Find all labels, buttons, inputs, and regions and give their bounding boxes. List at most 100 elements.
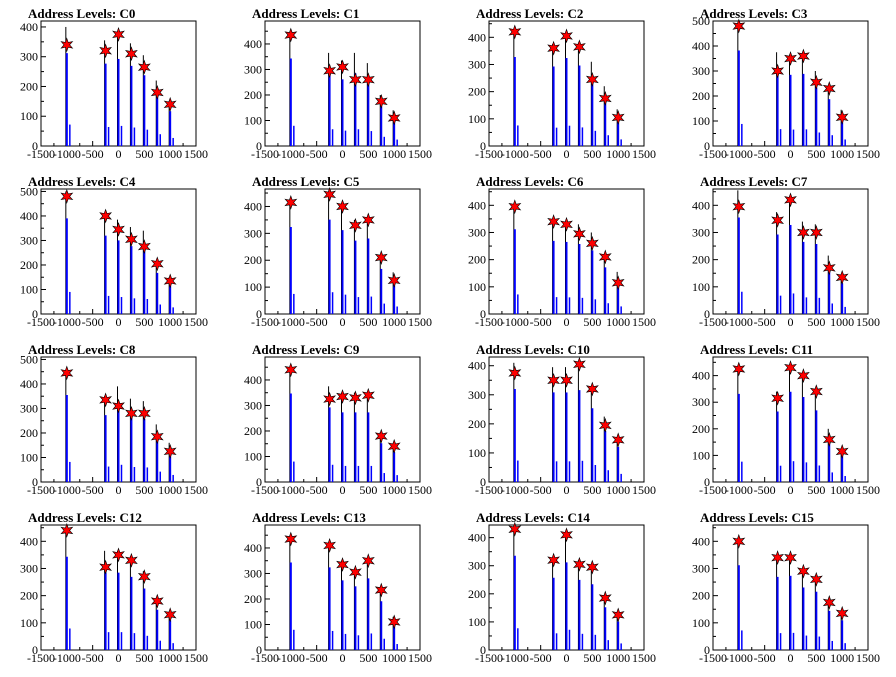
panel-title: Address Levels: C6 (476, 174, 584, 189)
x-tick-label: 1500 (632, 147, 656, 161)
peak-marker (835, 605, 849, 621)
y-tick-label: 400 (20, 20, 38, 34)
y-tick-label: 200 (692, 89, 710, 103)
y-tick-label: 200 (244, 253, 262, 267)
y-tick-label: 0 (480, 307, 486, 321)
y-tick-label: 300 (20, 401, 38, 415)
x-tick-label: 1000 (606, 651, 630, 665)
y-tick-label: 0 (480, 475, 486, 489)
peak-marker (387, 272, 401, 288)
peak-marker (547, 372, 560, 388)
peak-marker (150, 256, 164, 272)
panel-c15: Address Levels: C15 0 100 200 300 400 -1500-10… (692, 510, 880, 665)
peak-marker (573, 556, 586, 572)
x-tick-label: -500 (82, 651, 104, 665)
peak-marker (336, 59, 349, 75)
y-tick-label: 300 (244, 566, 262, 580)
y-tick-label: 0 (32, 475, 38, 489)
x-tick-label: -1500 (27, 315, 55, 329)
peak-marker (125, 231, 138, 247)
x-tick-label: 0 (788, 147, 794, 161)
x-tick-label: 1000 (830, 651, 854, 665)
x-tick-label: -500 (306, 147, 328, 161)
y-tick-label: 200 (692, 589, 710, 603)
x-tick-label: 1500 (856, 147, 880, 161)
panel-title: Address Levels: C11 (700, 342, 813, 357)
y-tick-label: 300 (244, 226, 262, 240)
x-tick-label: 500 (807, 147, 825, 161)
peak-marker (336, 557, 349, 572)
x-tick-label: 500 (359, 315, 377, 329)
x-tick-label: 1000 (830, 315, 854, 329)
y-tick-label: 100 (692, 114, 710, 128)
y-tick-label: 100 (20, 282, 38, 296)
x-tick-label: -1000 (53, 651, 81, 665)
y-tick-label: 200 (244, 592, 262, 606)
x-tick-label: 1000 (606, 147, 630, 161)
x-tick-label: 1500 (408, 147, 432, 161)
peak-marker (60, 188, 74, 204)
y-tick-label: 400 (244, 199, 262, 213)
x-tick-label: 1500 (408, 651, 432, 665)
peak-marker (585, 71, 599, 87)
peak-marker (573, 356, 586, 372)
x-tick-label: -500 (82, 147, 104, 161)
y-tick-label: 400 (468, 198, 486, 212)
peak-marker (585, 559, 599, 575)
peak-marker (60, 522, 74, 538)
peak-marker (137, 59, 151, 75)
x-tick-label: -1500 (475, 147, 503, 161)
panel-title: Address Levels: C2 (476, 6, 583, 21)
peak-marker (611, 110, 625, 125)
x-tick-label: 500 (807, 483, 825, 497)
x-tick-label: 1000 (606, 483, 630, 497)
x-tick-label: 1000 (830, 147, 854, 161)
x-tick-label: 1000 (830, 483, 854, 497)
peak-marker (822, 260, 836, 276)
x-tick-label: 1000 (158, 147, 182, 161)
peak-marker (508, 24, 522, 40)
peak-marker (374, 93, 388, 109)
x-tick-label: -1500 (251, 483, 279, 497)
x-tick-label: -500 (82, 483, 104, 497)
peak-marker (163, 273, 177, 289)
x-tick-label: -1000 (53, 315, 81, 329)
peak-marker (732, 533, 746, 549)
peak-marker (60, 37, 74, 53)
x-tick-label: -1000 (501, 315, 529, 329)
x-tick-label: -500 (754, 483, 776, 497)
y-tick-label: 100 (468, 280, 486, 294)
peak-marker (374, 428, 388, 444)
y-tick-label: 0 (480, 643, 486, 657)
peak-marker (125, 552, 138, 568)
x-tick-label: -500 (306, 483, 328, 497)
peak-marker (508, 199, 522, 215)
x-tick-label: -1500 (475, 315, 503, 329)
x-tick-label: 0 (340, 147, 346, 161)
peak-marker (784, 51, 797, 66)
x-tick-label: 500 (135, 147, 153, 161)
peak-marker (112, 547, 125, 563)
x-tick-label: -1000 (277, 147, 305, 161)
peak-marker (771, 63, 784, 79)
peak-marker (598, 90, 612, 106)
x-tick-label: -500 (754, 147, 776, 161)
x-tick-label: -500 (530, 651, 552, 665)
x-tick-label: -1500 (27, 651, 55, 665)
peak-marker (835, 109, 849, 125)
peak-marker (361, 212, 375, 228)
x-tick-label: 0 (788, 483, 794, 497)
peak-marker (508, 521, 522, 537)
peak-marker (732, 18, 746, 34)
peak-marker (374, 582, 388, 598)
peak-marker (163, 443, 177, 459)
peak-marker (349, 217, 362, 233)
peak-marker (323, 537, 336, 553)
x-tick-label: -1500 (251, 315, 279, 329)
x-tick-label: -500 (530, 147, 552, 161)
y-tick-label: 0 (256, 139, 262, 153)
peak-marker (163, 96, 177, 112)
x-tick-label: 500 (135, 315, 153, 329)
